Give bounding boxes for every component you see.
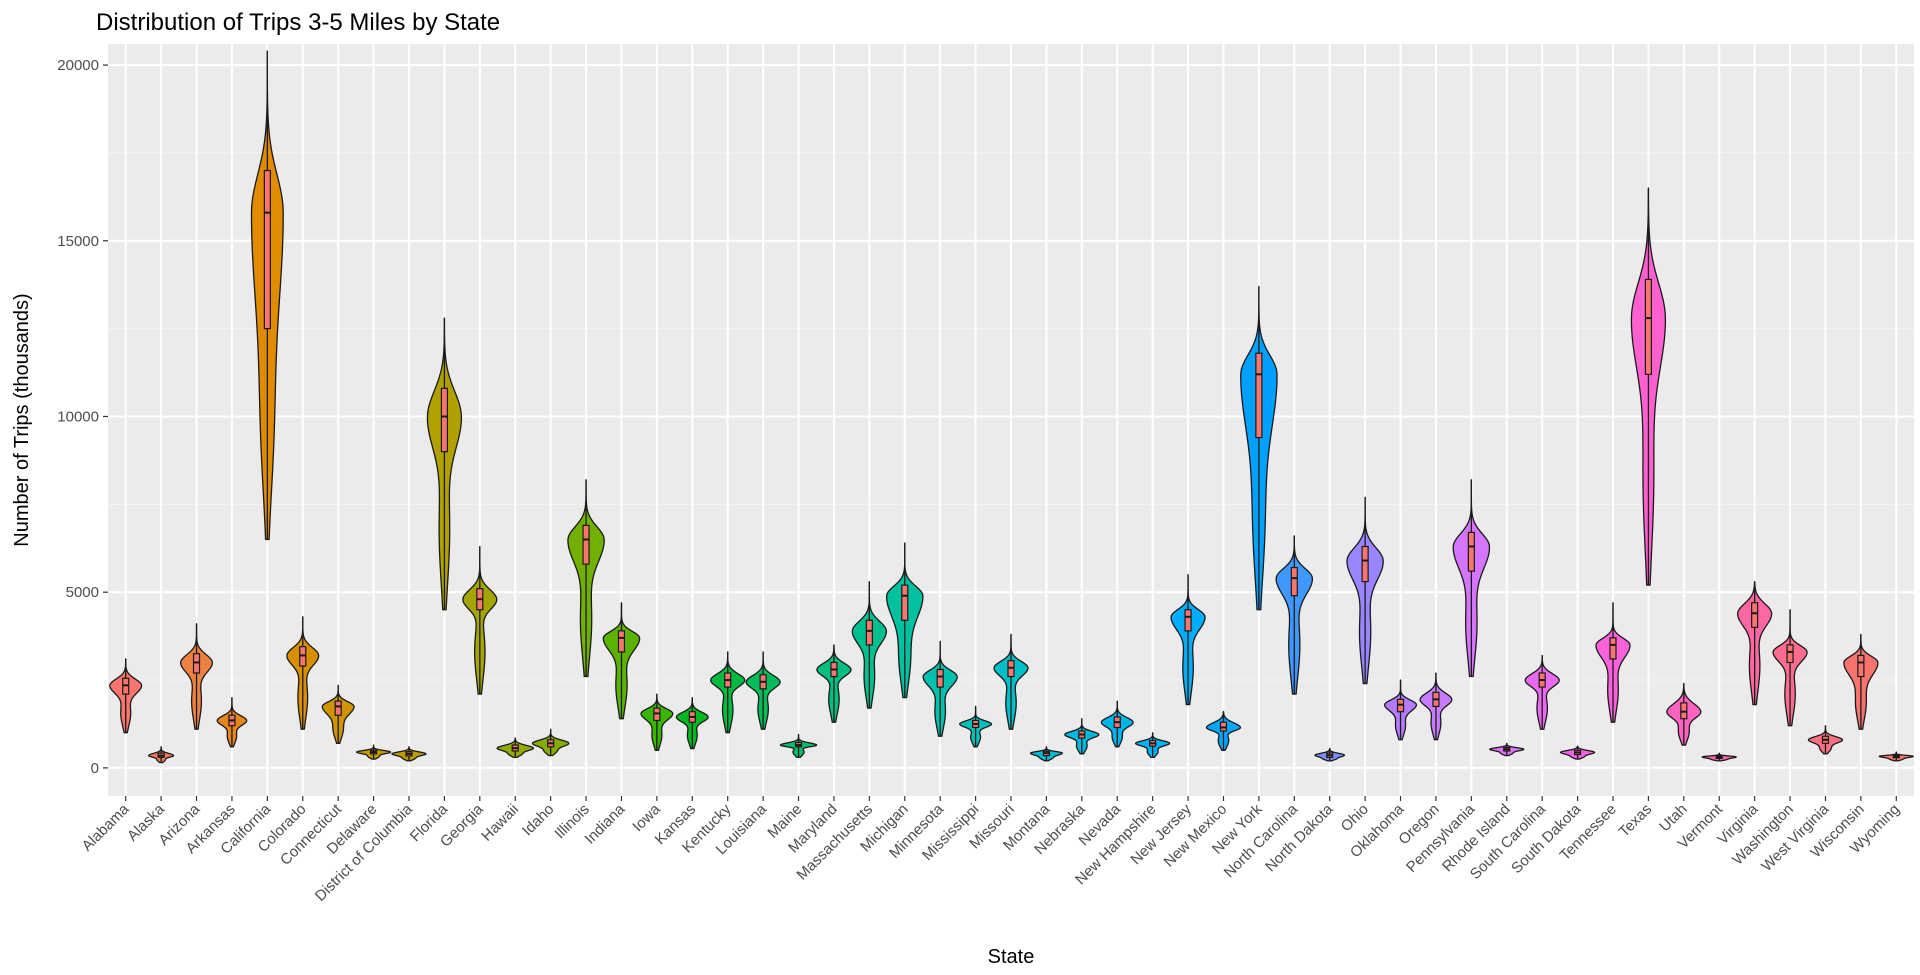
violin [1205,711,1242,751]
box [1751,602,1759,628]
y-tick-label: 20000 [57,57,99,74]
violin [1064,718,1100,755]
violin [496,737,535,758]
violin [1346,496,1384,685]
box [1467,531,1475,572]
box [617,630,626,653]
violin [1701,752,1737,762]
violin [355,744,392,760]
violin [1240,285,1278,611]
violin [885,542,924,699]
violin [745,651,781,730]
violin [531,728,570,757]
box [263,169,271,330]
violin [779,733,818,758]
box [440,387,449,453]
violin [1452,479,1491,678]
x-tick-label: Alabama [79,800,133,854]
x-tick-label: Indiana [581,800,628,847]
box [936,668,944,688]
x-tick-label: Hawaii [478,801,522,845]
box [582,524,590,565]
violin [426,317,463,611]
violin [216,696,248,748]
violin [1524,654,1560,730]
violin [1170,573,1206,706]
violin [1666,682,1702,746]
box [1255,352,1263,439]
violin [1275,535,1314,695]
violin [1100,700,1134,748]
x-tick-label: Texas [1616,801,1656,841]
x-axis-title: State [988,946,1035,968]
box [334,700,342,716]
violin [286,616,320,730]
violin [1772,609,1808,727]
y-tick-label: 10000 [57,408,99,425]
violin [148,746,175,764]
box [901,584,909,621]
violin [710,651,746,734]
violin [250,50,284,541]
box [1857,654,1865,678]
violin [1419,672,1453,741]
violin [462,545,498,695]
y-tick-label: 15000 [57,233,99,250]
y-tick-label: 5000 [66,584,99,601]
violin [1314,747,1346,762]
violin [1135,732,1171,758]
violin [109,658,143,734]
violin [1878,751,1914,762]
violin [922,640,958,737]
box [1786,644,1794,664]
violin [602,602,641,720]
violin [1384,679,1418,741]
violin [180,623,214,730]
violin [567,479,605,678]
violin [640,693,674,751]
violin [321,684,355,744]
box [1644,278,1653,375]
y-axis: 0 5000 10000 15000 20000 [57,57,108,777]
violin [1489,742,1525,757]
violin [816,644,852,723]
box [1609,637,1617,660]
violin [993,633,1029,730]
violin [675,696,709,750]
y-axis-title: Number of Trips (thousands) [11,293,33,546]
box [865,619,873,646]
violin [1029,746,1063,762]
violin [1559,745,1596,760]
violin [851,580,887,709]
box [1361,545,1369,583]
violin [1595,602,1631,723]
violins [109,50,1914,764]
violin [1843,633,1879,730]
violin [1630,187,1667,586]
violin [391,746,427,762]
y-tick-label: 0 [91,760,99,777]
violin [1737,580,1773,706]
x-axis: AlabamaAlaskaArizonaArkansasCaliforniaCo… [79,796,1903,905]
violin [959,705,993,748]
x-tick-label: Idaho [519,801,558,840]
chart-title: Distribution of Trips 3-5 Miles by State [96,9,500,36]
violin [1807,725,1844,755]
box [1290,566,1298,597]
box [1184,609,1192,632]
